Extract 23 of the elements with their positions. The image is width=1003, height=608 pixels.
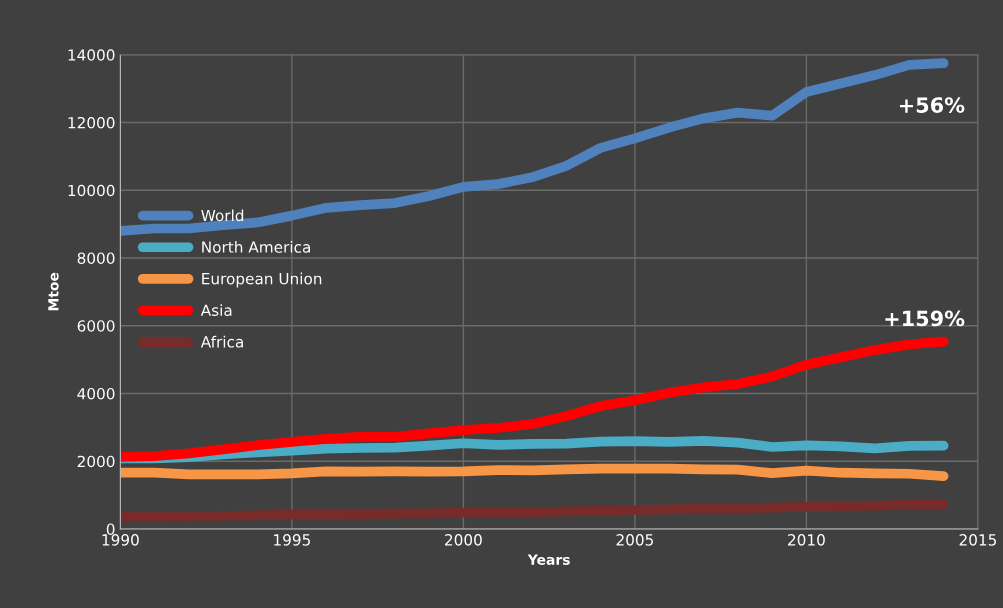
y-tick-label: 14000 bbox=[68, 49, 115, 61]
legend-label: Africa bbox=[200, 335, 243, 348]
y-tick-label: 0 bbox=[106, 523, 115, 535]
y-tick-label: 10000 bbox=[68, 184, 115, 197]
y-tick-label: 12000 bbox=[68, 116, 115, 129]
legend-label: Asia bbox=[200, 304, 232, 317]
annotation: +56% bbox=[899, 97, 965, 113]
x-tick-label: 2010 bbox=[788, 534, 825, 546]
y-axis-title: Mtoe bbox=[48, 272, 59, 311]
x-tick-label: 1990 bbox=[102, 534, 139, 546]
x-tick-label: 2015 bbox=[959, 534, 997, 546]
y-tick-label: 4000 bbox=[77, 387, 115, 400]
y-tick-label: 6000 bbox=[77, 320, 115, 332]
x-tick-label: 2000 bbox=[445, 534, 482, 546]
y-tick-label: 8000 bbox=[77, 252, 115, 264]
y-tick-label: 2000 bbox=[77, 455, 115, 468]
legend-label: World bbox=[201, 209, 244, 222]
annotation: +159% bbox=[885, 310, 965, 327]
legend-label: North America bbox=[202, 241, 310, 253]
x-tick-label: 1995 bbox=[274, 534, 310, 546]
x-axis-title: Years bbox=[527, 554, 570, 565]
x-tick-label: 2005 bbox=[616, 534, 653, 546]
legend-label: European Union bbox=[202, 272, 322, 288]
